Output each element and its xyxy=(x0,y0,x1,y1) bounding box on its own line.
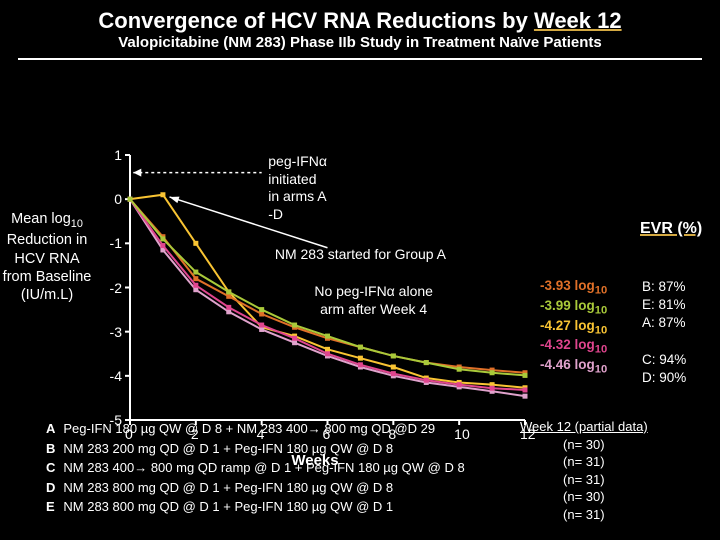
y-axis-label: Mean log10 Reduction in HCV RNA from Bas… xyxy=(2,210,92,304)
week12-partial-title: Week 12 (partial data) xyxy=(520,418,648,436)
title-divider xyxy=(18,58,702,60)
final-values: -3.93 log10-3.99 log10-4.27 log10-4.32 l… xyxy=(540,278,607,377)
page-subtitle: Valopicitabine (NM 283) Phase IIb Study … xyxy=(20,34,700,51)
week12-partial: Week 12 (partial data) (n= 30)(n= 31)(n=… xyxy=(520,418,648,523)
title-underline: Week 12 xyxy=(534,8,622,33)
page-title: Convergence of HCV RNA Reductions by Wee… xyxy=(20,8,700,34)
arm-legend: APeg-IFN 180 µg QW @ D 8 + NM 283 400→ 8… xyxy=(44,418,473,518)
title-prefix: Convergence of HCV RNA Reductions by xyxy=(98,8,534,33)
plot-area: -5-4-3-2-101024681012peg-IFNαinitiatedin… xyxy=(100,150,530,445)
evr-heading: EVR (%) xyxy=(640,220,702,238)
evr-values: B: 87%E: 81%A: 87% C: 94%D: 90% xyxy=(642,278,686,387)
